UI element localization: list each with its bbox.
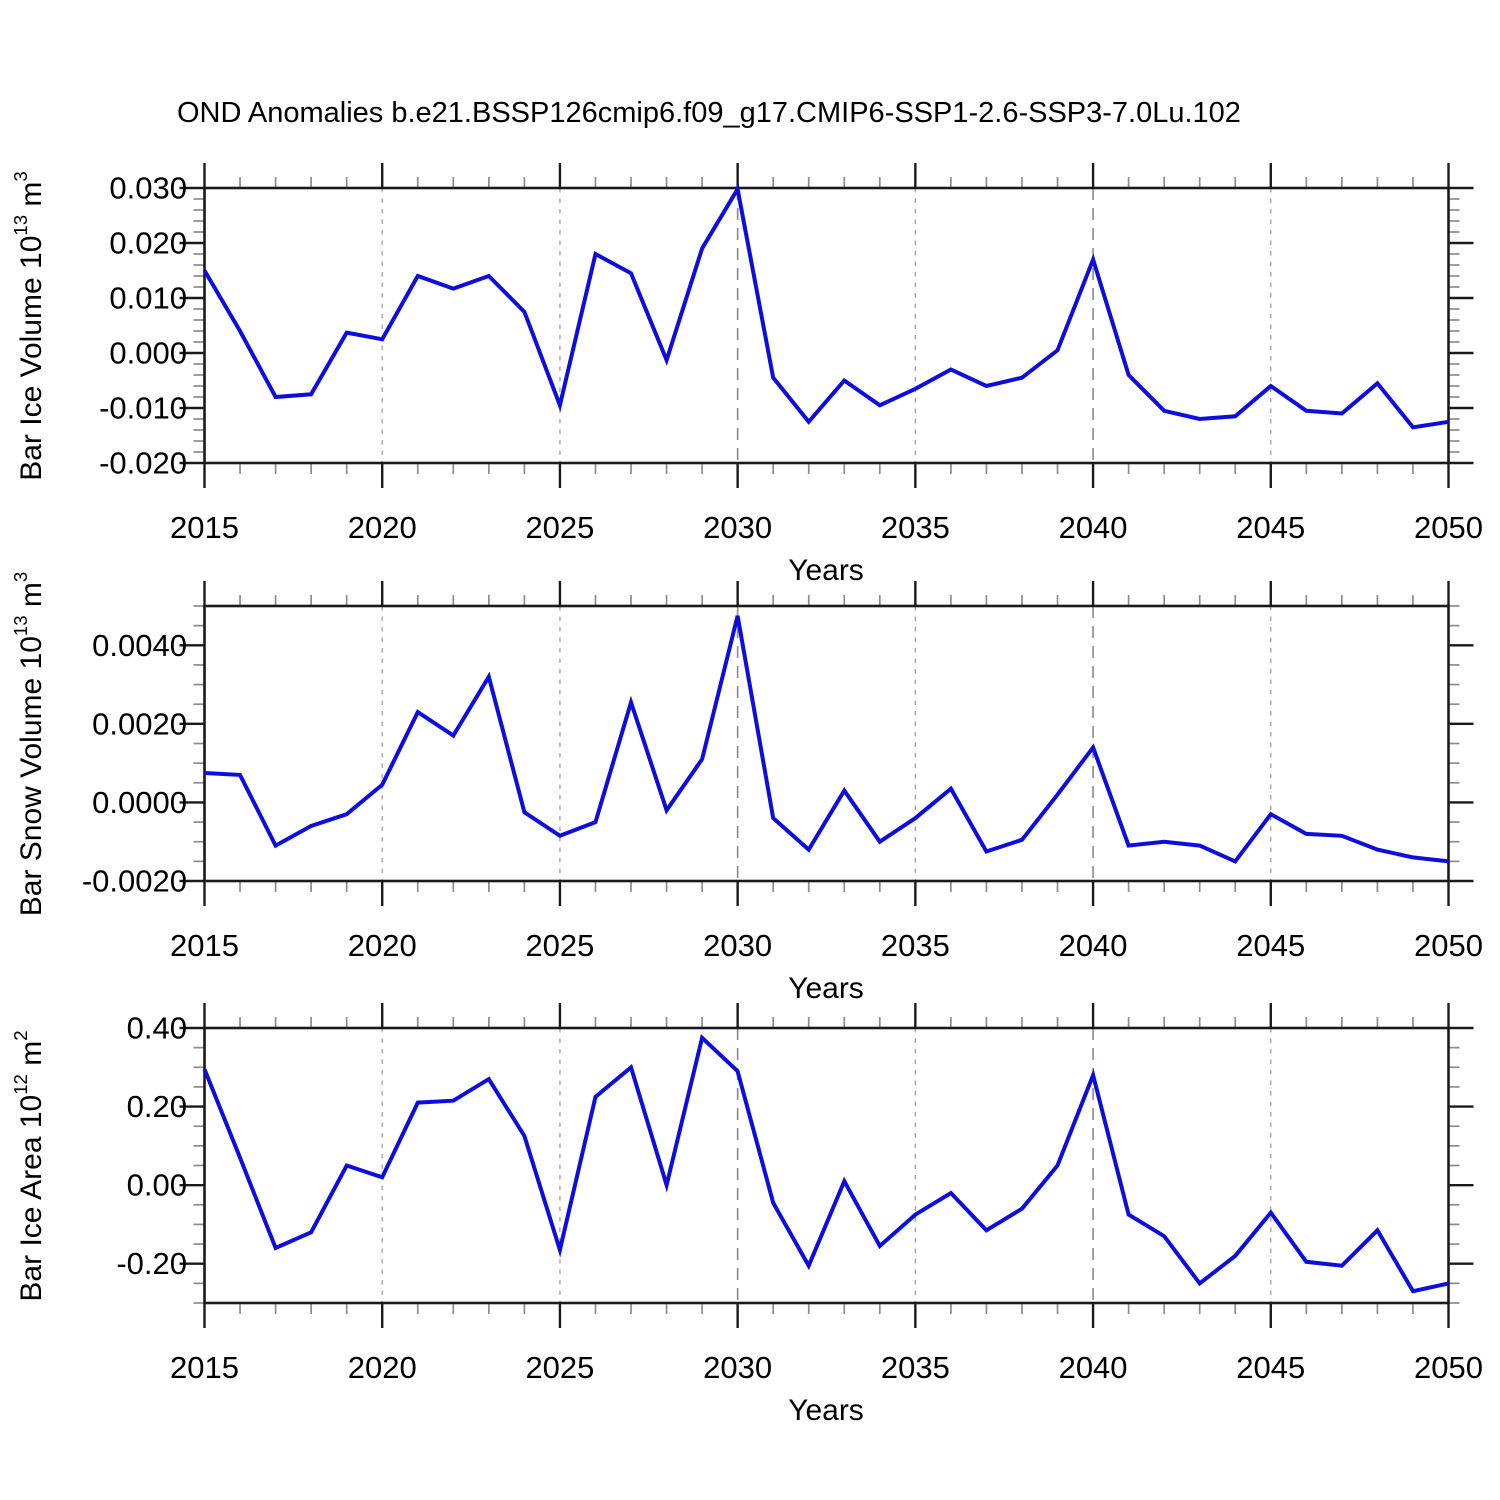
x-tick-label: 2030 (703, 1350, 772, 1385)
x-tick-label: 2050 (1414, 928, 1483, 963)
x-tick-label: 2020 (348, 1350, 417, 1385)
x-tick-label: 2020 (348, 510, 417, 545)
y-tick-label: -0.20 (116, 1246, 187, 1281)
data-line (202, 1033, 1449, 1294)
y-tick-label: 0.00 (127, 1168, 187, 1203)
y-tick-label: 0.0020 (92, 706, 187, 741)
x-tick-label: 2045 (1236, 510, 1305, 545)
x-tick-label: 2020 (348, 928, 417, 963)
x-tick-label: 2050 (1414, 1350, 1483, 1385)
data-line (202, 183, 1449, 430)
y-tick-label: 0.0000 (92, 785, 187, 820)
y-tick-label: -0.010 (99, 391, 187, 426)
y-tick-label: -0.020 (99, 446, 187, 481)
x-tick-label: 2045 (1236, 928, 1305, 963)
x-tick-label: 2025 (525, 510, 594, 545)
plot-border (203, 604, 1450, 883)
x-tick-label: 2015 (170, 510, 239, 545)
panel-3-plot: 0.40 0.20 0.00 -0.20 2015 2020 2025 2030 2035 204… (116, 1003, 1483, 1385)
x-tick-label: 2035 (881, 928, 950, 963)
x-tick-label: 2015 (170, 1350, 239, 1385)
x-tick-label: 2030 (703, 928, 772, 963)
x-tick-label: 2025 (525, 928, 594, 963)
x-axis-title: Years (788, 1394, 864, 1427)
x-tick-label: 2040 (1059, 928, 1128, 963)
y-tick-label: -0.0020 (82, 864, 187, 899)
y-tick-label: 0.010 (109, 281, 187, 316)
plot-border (203, 186, 1450, 465)
x-tick-label: 2040 (1059, 1350, 1128, 1385)
x-tick-label: 2035 (881, 1350, 950, 1385)
x-tick-label: 2015 (170, 928, 239, 963)
x-tick-label: 2050 (1414, 510, 1483, 545)
y-tick-label: 0.40 (127, 1011, 187, 1046)
x-tick-label: 2040 (1059, 510, 1128, 545)
data-line (204, 615, 1449, 864)
y-tick-label: 0.20 (127, 1089, 187, 1124)
x-tick-label: 2025 (525, 1350, 594, 1385)
panel-1-plot: 0.030 0.020 0.010 0.000 -0.010 -0.020 2015 2020… (99, 163, 1483, 545)
panel-2-plot: 0.0040 0.0020 0.0000 -0.0020 2015 2020 2025 203… (82, 581, 1483, 963)
y-tick-label: 0.0040 (92, 628, 187, 663)
plot-border (203, 1026, 1450, 1305)
x-axis-title: Years (788, 554, 864, 587)
x-axis-title: Years (788, 972, 864, 1005)
x-tick-label: 2030 (703, 510, 772, 545)
y-tick-label: 0.030 (109, 171, 187, 206)
y-tick-label: 0.020 (109, 226, 187, 261)
x-tick-label: 2045 (1236, 1350, 1305, 1385)
x-tick-label: 2035 (881, 510, 950, 545)
y-tick-label: 0.000 (109, 336, 187, 371)
chart-title: OND Anomalies b.e21.BSSP126cmip6.f09_g17… (177, 97, 1241, 129)
